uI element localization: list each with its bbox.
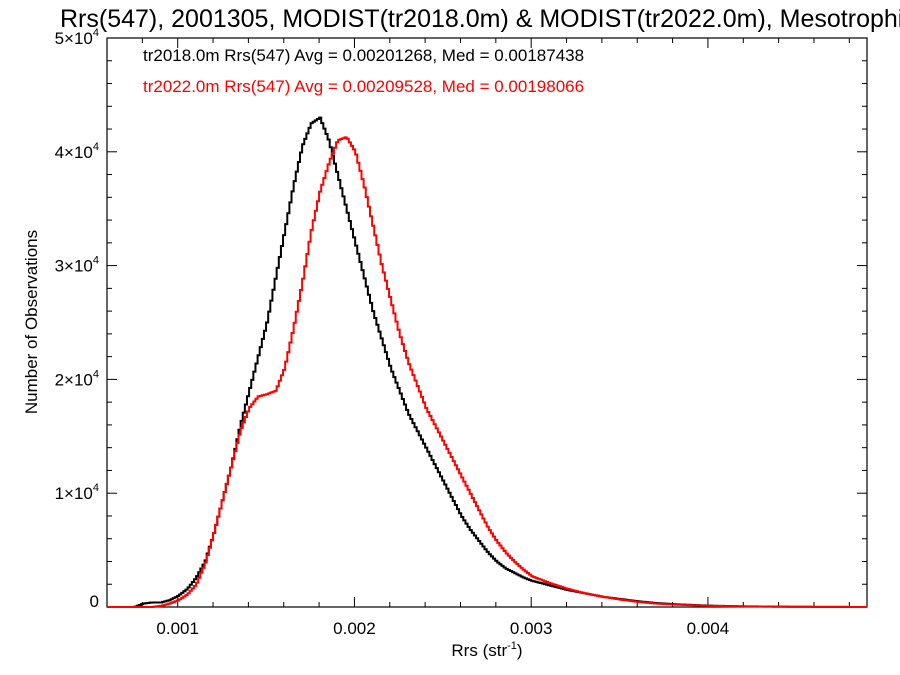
y-tick-label: 5×104 (55, 27, 99, 48)
y-tick-label: 3×104 (55, 255, 99, 276)
y-tick-label: 0 (90, 592, 99, 611)
plot-frame (106, 37, 868, 608)
tick-labels: 0.001 0.002 0.003 0.004 0 1×104 2×104 3×104 4×10… (55, 27, 730, 638)
annotation-2: tr2022.0m Rrs(547) Avg = 0.00209528, Med… (143, 77, 584, 96)
histogram-series-1 (107, 116, 868, 608)
x-tick-label: 0.004 (687, 619, 730, 638)
chart-title: Rrs(547), 2001305, MODIST(tr2018.0m) & M… (60, 5, 900, 33)
legend-annotations: tr2018.0m Rrs(547) Avg = 0.00201268, Med… (143, 46, 584, 96)
histogram-series-2 (107, 136, 868, 608)
y-tick-label: 2×104 (55, 368, 99, 389)
y-tick-label: 4×104 (55, 141, 99, 162)
annotation-1: tr2018.0m Rrs(547) Avg = 0.00201268, Med… (143, 46, 584, 65)
x-tick-label: 0.001 (156, 619, 199, 638)
y-tick-label: 1×104 (55, 482, 99, 503)
series-group (107, 116, 868, 608)
x-axis-label: Rrs (str-1) (451, 640, 522, 660)
x-tick-label: 0.002 (333, 619, 376, 638)
x-tick-label: 0.003 (510, 619, 553, 638)
y-axis-label: Number of Observations (22, 230, 41, 414)
